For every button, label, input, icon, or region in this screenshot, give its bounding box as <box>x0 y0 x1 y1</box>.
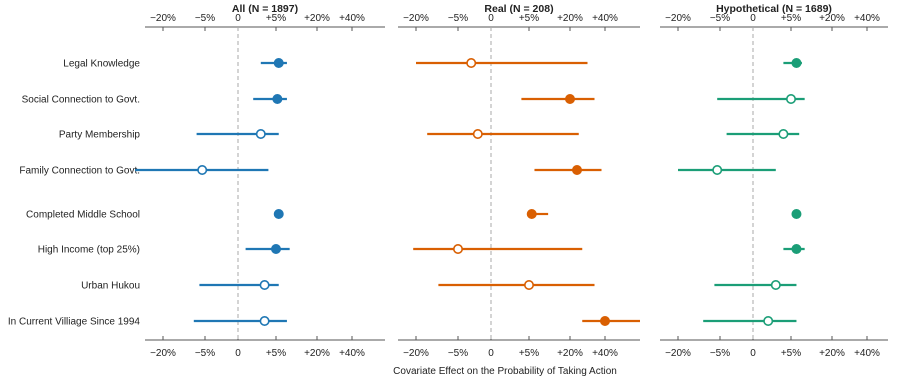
point-estimate-hollow <box>523 279 534 290</box>
x-axis-label: Covariate Effect on the Probability of T… <box>393 366 617 377</box>
point-estimate-hollow <box>197 165 208 176</box>
point-estimate-hollow <box>259 279 270 290</box>
top-tick-label: +40% <box>592 13 618 24</box>
bottom-tick-label: +20% <box>819 348 845 359</box>
point-estimate-hollow <box>770 279 781 290</box>
bottom-tick-label: −5% <box>195 348 215 359</box>
top-tick-label: −20% <box>665 13 691 24</box>
panel-title: Hypothetical (N = 1689) <box>716 3 832 15</box>
point-estimate-filled <box>571 165 582 176</box>
point-estimate-hollow <box>712 165 723 176</box>
top-tick-label: +20% <box>304 13 330 24</box>
point-estimate-filled <box>599 315 610 326</box>
bottom-tick-label: +40% <box>339 348 365 359</box>
point-estimate-filled <box>526 209 537 220</box>
top-tick-label: −5% <box>710 13 730 24</box>
top-tick-label: −20% <box>150 13 176 24</box>
point-estimate-filled <box>791 57 802 68</box>
category-label: Family Connection to Govt. <box>19 166 140 177</box>
top-tick-label: 0 <box>488 13 494 24</box>
panel-title: Real (N = 208) <box>484 3 553 15</box>
panel-title: All (N = 1897) <box>232 3 298 15</box>
bottom-tick-label: +20% <box>304 348 330 359</box>
point-estimate-hollow <box>763 315 774 326</box>
top-tick-label: −5% <box>195 13 215 24</box>
bottom-tick-label: −5% <box>448 348 468 359</box>
top-tick-label: +5% <box>781 13 801 24</box>
top-tick-label: +5% <box>519 13 539 24</box>
top-tick-label: +40% <box>339 13 365 24</box>
bottom-tick-label: +20% <box>557 348 583 359</box>
bottom-tick-label: −20% <box>665 348 691 359</box>
point-estimate-hollow <box>255 129 266 140</box>
point-estimate-filled <box>273 209 284 220</box>
category-label: In Current Villiage Since 1994 <box>8 317 141 328</box>
top-tick-label: 0 <box>750 13 756 24</box>
category-label: Party Membership <box>59 130 141 141</box>
bottom-tick-label: +40% <box>592 348 618 359</box>
category-label: Urban Hukou <box>81 281 140 292</box>
top-tick-label: +20% <box>819 13 845 24</box>
point-estimate-filled <box>270 244 281 255</box>
point-estimate-filled <box>791 244 802 255</box>
top-tick-label: +5% <box>266 13 286 24</box>
top-tick-label: +40% <box>854 13 880 24</box>
bottom-tick-label: 0 <box>235 348 241 359</box>
point-estimate-filled <box>273 57 284 68</box>
point-estimate-hollow <box>259 315 270 326</box>
category-label: Social Connection to Govt. <box>22 95 140 106</box>
category-label: Completed Middle School <box>26 210 140 221</box>
point-estimate-hollow <box>472 129 483 140</box>
point-estimate-hollow <box>466 57 477 68</box>
top-tick-label: +20% <box>557 13 583 24</box>
point-estimate-hollow <box>778 129 789 140</box>
top-tick-label: −5% <box>448 13 468 24</box>
bottom-tick-label: +5% <box>266 348 286 359</box>
category-label: High Income (top 25%) <box>38 245 140 256</box>
top-tick-label: −20% <box>403 13 429 24</box>
bottom-tick-label: −20% <box>403 348 429 359</box>
bottom-tick-label: +5% <box>519 348 539 359</box>
bottom-tick-label: +40% <box>854 348 880 359</box>
point-estimate-hollow <box>785 94 796 105</box>
point-estimate-hollow <box>452 244 463 255</box>
category-label: Legal Knowledge <box>63 59 140 70</box>
point-estimate-filled <box>272 94 283 105</box>
top-tick-label: 0 <box>235 13 241 24</box>
bottom-tick-label: 0 <box>488 348 494 359</box>
bottom-tick-label: 0 <box>750 348 756 359</box>
bottom-tick-label: +5% <box>781 348 801 359</box>
bottom-tick-label: −20% <box>150 348 176 359</box>
bottom-tick-label: −5% <box>710 348 730 359</box>
point-estimate-filled <box>564 94 575 105</box>
point-estimate-filled <box>791 209 802 220</box>
